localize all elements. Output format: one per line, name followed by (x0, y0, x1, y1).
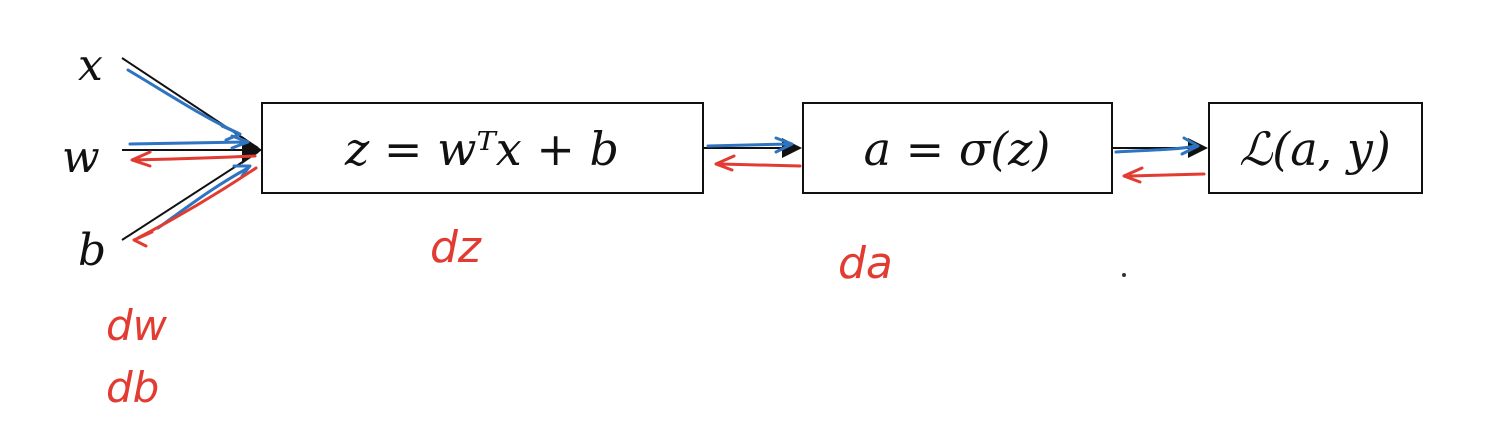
gradient-dz-label: dz (430, 222, 482, 273)
linear-node: z = wᵀx + b (261, 102, 704, 194)
edge-a-to-loss (1112, 136, 1208, 184)
loss-node: ℒ(a, y) (1208, 102, 1423, 194)
linear-formula: z = wᵀx + b (344, 122, 619, 176)
edge-z-to-a (703, 136, 802, 172)
input-w-label: w (62, 132, 100, 183)
input-edges (121, 57, 262, 241)
input-b-label: b (78, 225, 106, 276)
gradient-db-label: db (106, 363, 159, 412)
stray-dot (1122, 273, 1126, 277)
backward-input-strokes (130, 150, 258, 248)
gradient-da-label: da (838, 238, 893, 289)
forward-input-strokes (126, 68, 252, 230)
loss-formula: ℒ(a, y) (1239, 122, 1391, 176)
activation-node: a = σ(z) (802, 102, 1113, 194)
activation-formula: a = σ(z) (864, 122, 1051, 176)
gradient-dw-label: dw (106, 301, 168, 350)
input-x-label: x (78, 40, 103, 91)
